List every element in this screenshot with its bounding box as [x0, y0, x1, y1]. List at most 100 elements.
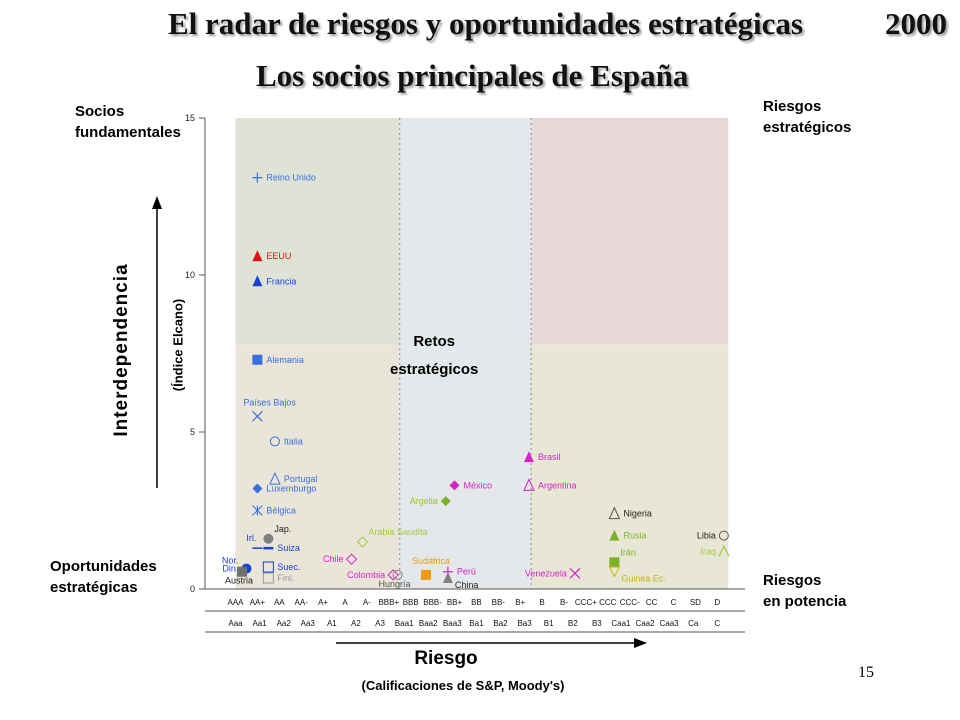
- point-label: Irl.: [246, 533, 256, 543]
- point-label: Iraq: [700, 546, 716, 556]
- moodys-rating-label: Caa2: [635, 619, 655, 628]
- point-label: Chile: [323, 554, 344, 564]
- point-label: Argentina: [538, 480, 577, 490]
- point-label: EEUU: [266, 251, 291, 261]
- point-marker-libia: [718, 530, 729, 541]
- moodys-rating-label: Baa3: [443, 619, 462, 628]
- sp-rating-label: AA: [274, 598, 285, 607]
- point-label: Guinea Ec.: [621, 574, 666, 584]
- y-tick-label: 10: [185, 270, 195, 280]
- moodys-rating-label: Aaa: [228, 619, 243, 628]
- y-axis-title: Interdependencia: [111, 263, 132, 437]
- zone-estrategicos: [531, 118, 729, 345]
- moodys-rating-label: Baa1: [395, 619, 414, 628]
- y-arrow-head: [152, 196, 162, 209]
- point-label: Italia: [284, 436, 303, 446]
- sp-rating-label: CC: [646, 598, 658, 607]
- sp-rating-label: B: [539, 598, 544, 607]
- moodys-rating-label: A2: [351, 619, 361, 628]
- point-label: Sudáfrica: [412, 556, 450, 566]
- point-label: Libia: [697, 531, 716, 541]
- page-number: 15: [858, 664, 874, 681]
- point-marker-china: [442, 572, 453, 584]
- point-marker-rusia: [609, 529, 620, 541]
- point-label: Venezuela: [525, 568, 567, 578]
- moodys-rating-label: Ca: [688, 619, 699, 628]
- moodys-rating-label: Aa2: [277, 619, 292, 628]
- point-label: Perú: [457, 567, 476, 577]
- point-marker-hungr-a: [392, 569, 403, 580]
- point-marker-argentina: [523, 478, 535, 491]
- quadrant-label-retos-estrategicos: Retos estratégicos: [390, 333, 479, 378]
- chart-subtitle: Los socios principales de España: [256, 58, 689, 93]
- sp-rating-label: AA-: [295, 598, 309, 607]
- point-marker-italia: [269, 436, 280, 447]
- point-label: Jap.: [274, 524, 291, 534]
- sp-rating-label: BBB+: [378, 598, 399, 607]
- sp-rating-label: AA+: [250, 598, 266, 607]
- sp-rating-label: BB+: [447, 598, 463, 607]
- point-label: Austria: [225, 576, 253, 586]
- sp-rating-label: BBB-: [423, 598, 442, 607]
- point-marker-m-xico: [449, 480, 460, 491]
- moodys-rating-label: Ba3: [517, 619, 532, 628]
- point-marker-pa-ses-bajos: [251, 410, 263, 422]
- point-marker-guinea-ec-: [608, 566, 621, 578]
- point-marker-luxemburgo: [252, 483, 263, 494]
- sp-rating-label: B+: [515, 598, 525, 607]
- moodys-rating-label: A1: [327, 619, 337, 628]
- point-label: Arabia Saudita: [369, 527, 428, 537]
- point-label: México: [464, 480, 493, 490]
- sp-rating-label: BB-: [492, 598, 506, 607]
- x-axis-title: Riesgo: [414, 648, 478, 669]
- sp-rating-label: BB: [471, 598, 482, 607]
- point-marker-francia: [252, 275, 263, 287]
- point-marker-eeuu: [252, 250, 263, 262]
- sp-rating-label: BBB: [403, 598, 419, 607]
- point-marker-arabia-saudita: [356, 536, 369, 548]
- sp-rating-label: CCC: [599, 598, 617, 607]
- point-label: Irán: [620, 547, 636, 557]
- y-axis-subtitle: (Índice Elcano): [170, 298, 186, 392]
- moodys-rating-label: Caa1: [611, 619, 631, 628]
- point-marker-alemania: [252, 354, 263, 365]
- point-marker-b-lgica: [252, 505, 263, 516]
- point-label: China: [455, 580, 479, 590]
- sp-rating-label: A: [342, 598, 348, 607]
- point-marker-ir-n: [609, 557, 620, 568]
- point-marker-jap-: [263, 533, 274, 544]
- point-label: Finl.: [277, 573, 294, 583]
- point-label: Reino Unido: [266, 173, 316, 183]
- point-marker-colombia: [387, 569, 399, 581]
- point-label: Argelia: [410, 496, 438, 506]
- point-marker-argelia: [440, 496, 451, 507]
- point-label: Alemania: [266, 355, 304, 365]
- quadrant-label-riesgos-en-potencia: Riesgos en potencia: [763, 572, 847, 610]
- point-marker-finl-: [262, 572, 274, 584]
- point-label: Portugal: [284, 474, 318, 484]
- zone-potencia: [531, 344, 729, 589]
- sp-rating-label: A-: [363, 598, 371, 607]
- page-title: El radar de riesgos y oportunidades estr…: [168, 6, 803, 41]
- point-marker-venezuela: [569, 567, 581, 579]
- point-marker-nigeria: [608, 506, 621, 520]
- sp-rating-label: D: [714, 598, 720, 607]
- point-label: Francia: [266, 276, 296, 286]
- point-label: Nor.: [222, 556, 239, 566]
- sp-rating-label: A+: [318, 598, 328, 607]
- point-marker-chile: [345, 553, 358, 565]
- sp-rating-label: C: [671, 598, 677, 607]
- point-label: Brasil: [538, 452, 561, 462]
- y-tick-label: 5: [190, 427, 195, 437]
- point-marker-suec-: [262, 561, 274, 573]
- moodys-rating-label: B1: [544, 619, 554, 628]
- moodys-rating-label: B3: [592, 619, 602, 628]
- x-axis-subtitle: (Calificaciones de S&P, Moody's): [361, 678, 565, 693]
- moodys-rating-label: B2: [568, 619, 578, 628]
- zone-fundamentales: [235, 118, 400, 345]
- point-marker-iraq: [718, 544, 730, 557]
- point-label: Nigeria: [623, 509, 652, 519]
- zone-retos: [399, 118, 532, 589]
- zone-oportunidades: [235, 344, 400, 589]
